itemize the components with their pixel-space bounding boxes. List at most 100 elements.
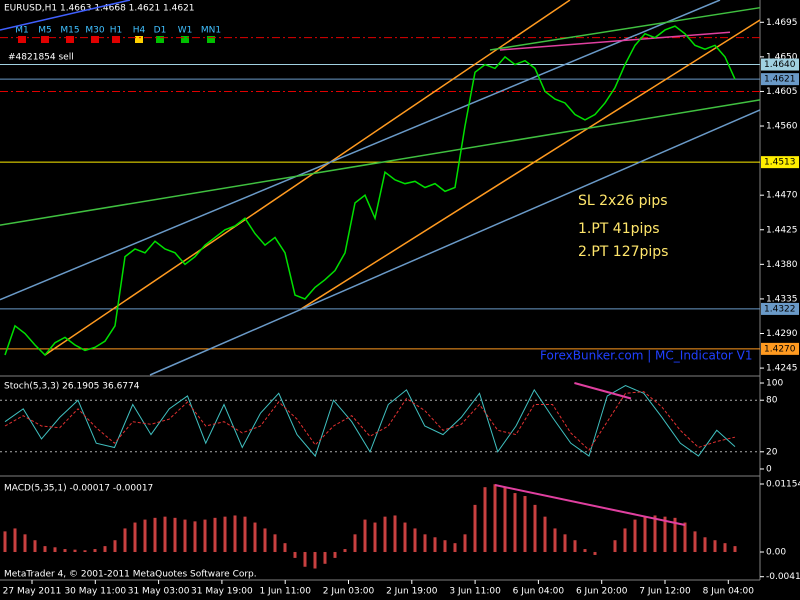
level-label-box <box>761 302 799 315</box>
order-label: #4821854 sell <box>8 53 74 63</box>
level-label: 1.4270 <box>764 344 796 354</box>
y-tick-label: 1.4695 <box>766 18 798 28</box>
macd-bar <box>613 540 617 553</box>
macd-bar <box>283 543 287 553</box>
macd-bar <box>563 534 567 553</box>
macd-bar <box>273 534 277 553</box>
watermark: ForexBunker.com | MC_Indicator V1 <box>540 349 752 363</box>
timeframe-label: MN1 <box>201 26 221 36</box>
macd-bar <box>453 543 457 553</box>
macd-bar <box>663 516 667 553</box>
x-tick-label: 31 May 03:00 <box>128 587 190 597</box>
x-tick-label: 8 Jun 04:00 <box>703 587 755 597</box>
timeframe-button[interactable] <box>181 36 189 43</box>
trendline <box>44 0 571 356</box>
y-tick-label: 1.4470 <box>766 191 798 201</box>
x-tick-label: 6 Jun 04:00 <box>513 587 565 597</box>
y-tick-label: 1.4290 <box>766 329 798 339</box>
macd-bar <box>473 504 477 553</box>
trendline <box>149 109 761 376</box>
macd-bar <box>673 517 677 553</box>
timeframe-label: H4 <box>133 26 146 36</box>
macd-bar <box>83 550 87 553</box>
stoch-signal <box>4 391 736 451</box>
macd-bar <box>493 484 497 553</box>
macd-bar <box>543 516 547 553</box>
y-tick-label: 0 <box>766 464 772 474</box>
macd-bar <box>93 549 97 553</box>
macd-bar <box>53 547 57 553</box>
macd-bar <box>183 519 187 553</box>
macd-bar <box>503 487 507 553</box>
macd-bar <box>573 540 577 553</box>
macd-bar <box>133 522 137 553</box>
timeframe-label: H1 <box>110 26 123 36</box>
stoch-main <box>4 385 736 458</box>
y-tick-label: 1.4650 <box>766 52 798 62</box>
macd-bar <box>33 540 37 553</box>
timeframe-button[interactable] <box>66 36 74 43</box>
macd-bar <box>723 543 727 553</box>
timeframe-button[interactable] <box>18 36 26 43</box>
level-label: 1.4322 <box>764 304 796 314</box>
macd-bar <box>553 528 557 553</box>
macd-bar <box>213 517 217 553</box>
macd-bar <box>43 546 47 553</box>
macd-bar <box>693 531 697 553</box>
macd-bar <box>113 540 117 553</box>
macd-bar <box>123 528 127 553</box>
macd-bar <box>383 516 387 553</box>
timeframe-button[interactable] <box>41 36 49 43</box>
macd-bar <box>173 517 177 553</box>
trendline <box>0 0 131 31</box>
macd-bar <box>3 531 7 553</box>
macd-bar <box>323 552 327 564</box>
timeframe-button[interactable] <box>112 36 120 43</box>
trendline <box>0 99 761 226</box>
annotation: 1.PT 41pips <box>578 221 660 237</box>
timeframe-label: M15 <box>60 26 79 36</box>
x-tick-label: 2 Jun 19:00 <box>386 587 438 597</box>
macd-bar <box>433 537 437 553</box>
macd-bar <box>363 519 367 553</box>
timeframe-button[interactable] <box>207 36 215 43</box>
macd-bar <box>223 516 227 553</box>
footer: MetaTrader 4, © 2001-2011 MetaQuotes Sof… <box>4 570 257 580</box>
price-line <box>4 25 736 357</box>
level-label-box <box>761 342 799 355</box>
y-tick-label: 1.4425 <box>766 225 798 235</box>
level-label-box <box>761 58 799 71</box>
macd-bar <box>713 540 717 553</box>
annotation: SL 2x26 pips <box>578 193 668 209</box>
trendline <box>489 6 761 51</box>
macd-bar <box>313 552 317 569</box>
y-tick-label: 1.4335 <box>766 294 798 304</box>
x-tick-label: 31 May 19:00 <box>191 587 253 597</box>
macd-bar <box>233 515 237 553</box>
symbol-line: EURUSD,H1 1.4663 1.4668 1.4621 1.4621 <box>4 4 195 14</box>
macd-bar <box>203 519 207 553</box>
macd-bar <box>703 537 707 553</box>
macd-bar <box>513 493 517 553</box>
level-label-box <box>761 156 799 169</box>
macd-bar <box>413 528 417 553</box>
timeframe-button[interactable] <box>135 36 143 43</box>
macd-bar <box>643 516 647 553</box>
timeframe-button[interactable] <box>156 36 164 43</box>
y-tick-label: 100 <box>766 379 783 389</box>
x-tick-label: 30 May 11:00 <box>64 587 126 597</box>
macd-bar <box>373 522 377 553</box>
timeframe-button[interactable] <box>91 36 99 43</box>
trendline <box>299 19 761 311</box>
macd-bar <box>343 549 347 553</box>
macd-title: MACD(5,35,1) -0.00017 -0.00017 <box>4 484 153 494</box>
macd-bar <box>653 515 657 553</box>
macd-bar <box>243 516 247 553</box>
level-label: 1.4640 <box>764 60 796 70</box>
y-tick-label: 20 <box>766 447 778 457</box>
macd-bar <box>73 549 77 553</box>
x-tick-label: 3 Jun 11:00 <box>449 587 501 597</box>
macd-bar <box>483 487 487 553</box>
